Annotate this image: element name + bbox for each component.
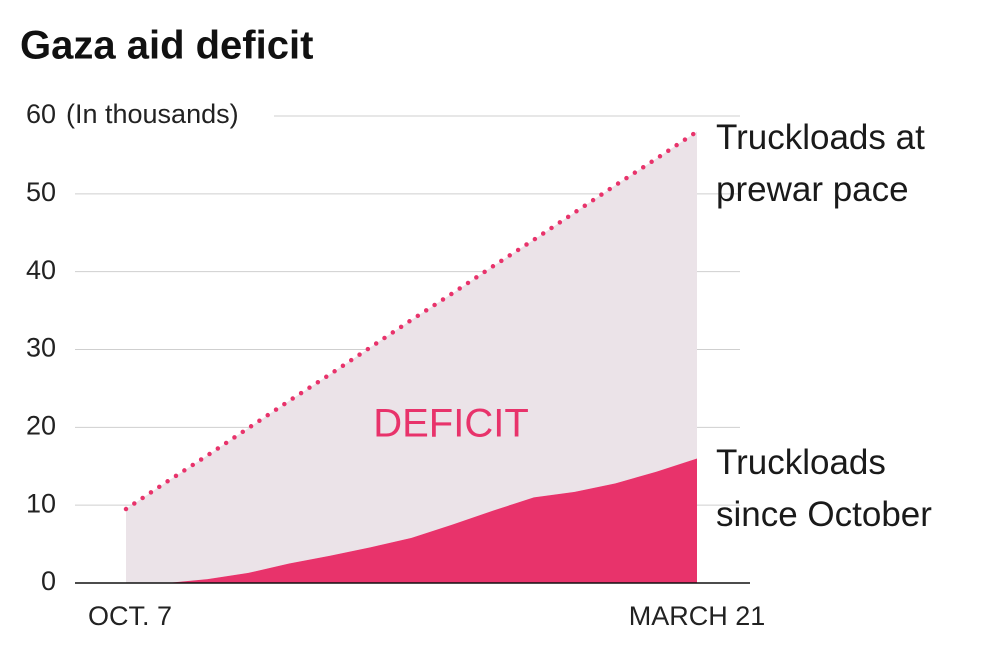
area — [126, 458, 697, 583]
x-tick-label: MARCH 21 — [629, 601, 766, 631]
y-tick-label: 10 — [26, 488, 56, 518]
y-tick-label: 30 — [26, 333, 56, 363]
annotation: DEFICIT — [373, 402, 529, 446]
y-tick-label: 40 — [26, 255, 56, 285]
line — [123, 129, 700, 512]
x-tick-label: OCT. 7 — [88, 601, 172, 631]
series-label: Truckloads at prewar pace — [716, 118, 925, 209]
y-tick-label: 60 — [26, 99, 56, 129]
deficit-band — [126, 131, 697, 584]
chart-title: Gaza aid deficit — [20, 24, 313, 68]
y-unit: (In thousands) — [66, 99, 239, 129]
y-tick-label: 0 — [41, 566, 56, 596]
series-label: Truckloads since October — [716, 443, 932, 534]
y-tick-label: 20 — [26, 410, 56, 440]
y-tick-label: 50 — [26, 177, 56, 207]
